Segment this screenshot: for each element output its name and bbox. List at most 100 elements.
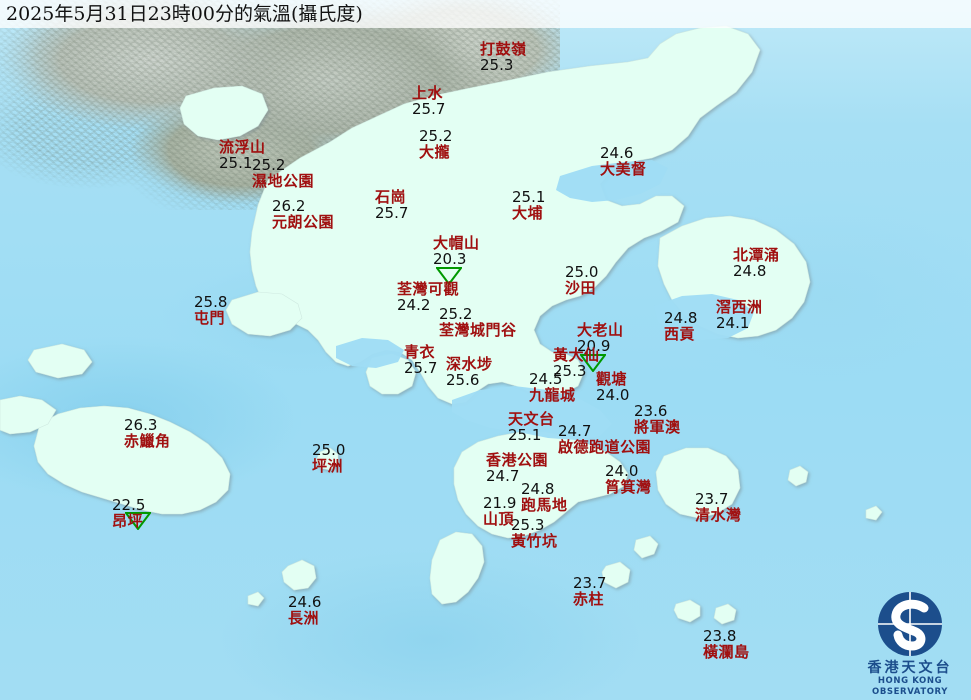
station-name: 赤鱲角	[124, 432, 171, 450]
land-clear-water-bay	[655, 447, 741, 519]
station-label: 26.2 元朗公園	[272, 199, 334, 230]
station-temperature-value: 25.0	[565, 263, 599, 281]
station-label: 觀塘 24.0	[596, 372, 629, 403]
land-tuen-mun-shore	[225, 291, 303, 337]
station-name: 上水	[412, 84, 444, 102]
land-rock-c	[865, 505, 883, 521]
station-label: 25.2 荃灣城門谷	[439, 307, 517, 338]
station-label: 23.7 赤柱	[573, 576, 606, 607]
station-label: 香港公園 24.7	[486, 453, 548, 484]
water-port-shelter	[654, 294, 754, 340]
water-tsuen-wan-bay	[336, 338, 404, 368]
water-tolo-harbour	[556, 160, 668, 202]
station-label: 25.2 濕地公園	[252, 158, 314, 189]
title-band	[0, 0, 971, 28]
station-name: 清水灣	[695, 506, 742, 524]
station-temperature-value: 23.7	[573, 574, 607, 592]
land-lantau-west-spur	[0, 395, 57, 435]
station-temperature-value: 20.9	[577, 337, 611, 355]
station-temperature-value: 25.1	[219, 154, 253, 172]
station-name: 濕地公園	[252, 172, 315, 190]
land-deep-bay-shore	[179, 85, 269, 141]
station-label: 25.3 黃竹坑	[511, 518, 558, 549]
station-temperature-value: 23.7	[695, 490, 729, 508]
station-name: 流浮山	[219, 138, 266, 156]
station-name: 屯門	[194, 309, 226, 327]
station-label: 打鼓嶺 25.3	[480, 42, 527, 73]
station-temperature-value: 24.2	[397, 296, 431, 314]
station-name: 橫瀾島	[703, 643, 750, 661]
station-label: 21.9 山頂	[483, 496, 516, 527]
land-ninepin-islet	[787, 465, 809, 487]
station-name: 坪洲	[312, 457, 344, 475]
station-name: 北潭涌	[733, 246, 780, 264]
station-name: 筲箕灣	[605, 478, 652, 496]
land-stanley-islet	[601, 561, 631, 589]
station-temperature-value: 23.8	[703, 627, 737, 645]
station-temperature-value: 20.3	[433, 250, 467, 268]
page-title: 2025年5月31日23時00分的氣溫(攝氏度)	[6, 3, 363, 25]
station-name: 黃大仙	[553, 346, 600, 364]
station-name: 大埔	[512, 204, 544, 222]
station-name: 天文台	[508, 410, 555, 428]
station-temperature-value: 25.8	[194, 293, 228, 311]
land-cheung-chau	[281, 559, 317, 591]
station-temperature-value: 24.7	[558, 422, 592, 440]
station-label: 黃大仙 25.3	[553, 348, 600, 379]
station-name: 深水埗	[446, 355, 493, 373]
station-marker-triangle	[580, 337, 606, 372]
station-name: 大美督	[600, 160, 647, 178]
station-temperature-value: 24.0	[596, 386, 630, 404]
station-label: 上水 25.7	[412, 86, 445, 117]
hko-logo-english: HONG KONG OBSERVATORY	[872, 676, 948, 697]
station-label: 24.0 筲箕灣	[605, 464, 652, 495]
station-temperature-value: 23.6	[634, 402, 668, 420]
land-peng-chau	[315, 447, 339, 471]
station-label: 青衣 25.7	[404, 345, 437, 376]
station-name: 九龍城	[529, 386, 576, 404]
station-label: 25.2 大攏	[419, 129, 452, 160]
station-label: 24.8 西貢	[664, 311, 697, 342]
station-label: 大老山 20.9	[577, 323, 624, 354]
station-temperature-value: 25.7	[375, 204, 409, 222]
land-po-toi	[673, 599, 701, 623]
station-name: 香港公園	[486, 451, 549, 469]
land-lamma-island	[429, 531, 485, 605]
station-temperature-value: 24.0	[605, 462, 639, 480]
station-name: 山頂	[483, 510, 515, 528]
station-label: 石崗 25.7	[375, 190, 408, 221]
station-label: 23.6 將軍澳	[634, 404, 681, 435]
station-temperature-value: 24.6	[600, 144, 634, 162]
station-name: 打鼓嶺	[480, 40, 527, 58]
station-temperature-value: 24.8	[664, 309, 698, 327]
station-label: 深水埗 25.6	[446, 357, 493, 388]
land-tung-lung-islet	[633, 535, 659, 559]
hko-logo: 香港天文台 HONG KONG OBSERVATORY	[856, 588, 964, 697]
station-label: 荃灣可觀 24.2	[397, 282, 459, 313]
station-name: 跑馬地	[521, 496, 568, 514]
land-lantau-island	[33, 405, 231, 515]
station-label: 25.1 大埔	[512, 190, 545, 221]
station-temperature-value: 25.2	[439, 305, 473, 323]
station-label: 25.0 坪洲	[312, 443, 345, 474]
station-name: 啟德跑道公園	[558, 438, 652, 456]
station-name: 沙田	[565, 279, 597, 297]
station-label: 23.7 清水灣	[695, 492, 742, 523]
station-name: 黃竹坑	[511, 532, 558, 550]
station-temperature-value: 25.1	[508, 426, 542, 444]
station-name: 將軍澳	[634, 418, 681, 436]
station-temperature-value: 24.8	[521, 480, 555, 498]
station-temperature-value: 24.5	[529, 370, 563, 388]
station-temperature-value: 25.3	[553, 362, 587, 380]
station-label: 23.8 橫瀾島	[703, 629, 750, 660]
station-name: 大老山	[577, 321, 624, 339]
station-name: 荃灣可觀	[397, 280, 460, 298]
station-temperature-value: 25.2	[419, 127, 453, 145]
station-label: 26.3 赤鱲角	[124, 418, 171, 449]
station-temperature-value: 25.6	[446, 371, 480, 389]
station-temperature-value: 25.7	[404, 359, 438, 377]
station-temperature-value: 25.2	[252, 156, 286, 174]
station-name: 滘西洲	[716, 298, 763, 316]
